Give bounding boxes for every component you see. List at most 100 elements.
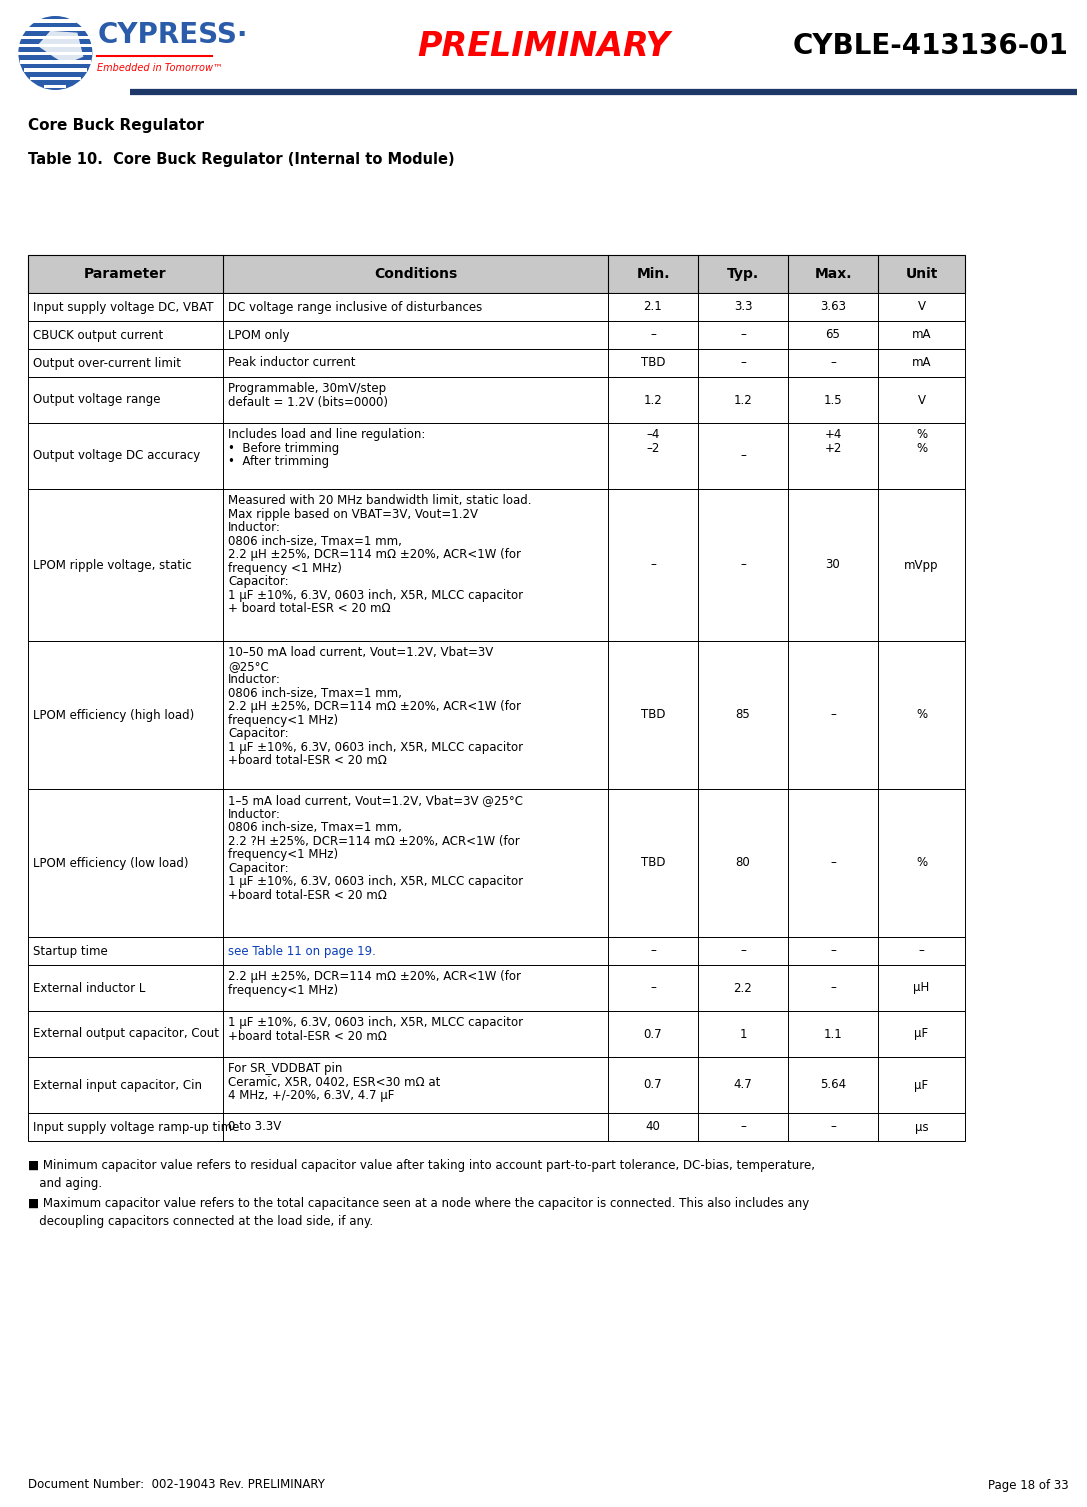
Text: 5.64: 5.64: [820, 1079, 846, 1091]
Text: –: –: [740, 449, 746, 463]
Text: Input supply voltage ramp-up time: Input supply voltage ramp-up time: [33, 1121, 239, 1133]
Bar: [28, 1011, 965, 1056]
Bar: [28, 790, 965, 937]
Text: Min.: Min.: [636, 267, 670, 280]
Text: 0.7: 0.7: [644, 1028, 662, 1040]
Text: 0806 inch-size, Tmax=1 mm,: 0806 inch-size, Tmax=1 mm,: [228, 535, 402, 547]
Bar: [26, 27, 85, 30]
Bar: [28, 350, 965, 377]
Text: Table 10.  Core Buck Regulator (Internal to Module): Table 10. Core Buck Regulator (Internal …: [28, 152, 454, 167]
Text: –: –: [830, 945, 836, 957]
Text: +board total-ESR < 20 mΩ: +board total-ESR < 20 mΩ: [228, 889, 387, 901]
Text: DC voltage range inclusive of disturbances: DC voltage range inclusive of disturbanc…: [228, 300, 483, 313]
Text: Input supply voltage DC, VBAT: Input supply voltage DC, VBAT: [33, 300, 213, 313]
Text: 0806 inch-size, Tmax=1 mm,: 0806 inch-size, Tmax=1 mm,: [228, 821, 402, 835]
Text: Output voltage range: Output voltage range: [33, 393, 161, 407]
Text: μF: μF: [914, 1028, 928, 1040]
Text: %: %: [916, 708, 927, 722]
Text: 2.2: 2.2: [734, 981, 752, 995]
Text: V: V: [917, 300, 925, 313]
Text: LPOM efficiency (high load): LPOM efficiency (high load): [33, 708, 195, 722]
Text: frequency <1 MHz): frequency <1 MHz): [228, 562, 342, 574]
Text: Startup time: Startup time: [33, 945, 108, 957]
Text: For SR_VDDBAT pin: For SR_VDDBAT pin: [228, 1062, 342, 1076]
Text: +board total-ESR < 20 mΩ: +board total-ESR < 20 mΩ: [228, 1029, 387, 1043]
Bar: [45, 84, 66, 89]
Text: Capacitor:: Capacitor:: [228, 576, 289, 588]
Bar: [28, 292, 965, 321]
Text: –: –: [650, 981, 655, 995]
Text: frequency<1 MHz): frequency<1 MHz): [228, 848, 338, 860]
Text: –: –: [830, 981, 836, 995]
Text: Typ.: Typ.: [727, 267, 759, 280]
Text: 1.5: 1.5: [824, 393, 842, 407]
Text: LPOM efficiency (low load): LPOM efficiency (low load): [33, 856, 188, 870]
Text: 2.2 ?H ±25%, DCR=114 mΩ ±20%, ACR<1W (for: 2.2 ?H ±25%, DCR=114 mΩ ±20%, ACR<1W (fo…: [228, 835, 520, 848]
Text: 2.2 μH ±25%, DCR=114 mΩ ±20%, ACR<1W (for: 2.2 μH ±25%, DCR=114 mΩ ±20%, ACR<1W (fo…: [228, 971, 521, 983]
Text: Programmable, 30mV/step: Programmable, 30mV/step: [228, 383, 386, 395]
Text: 80: 80: [736, 856, 750, 870]
Text: mVpp: mVpp: [904, 559, 939, 571]
Text: +4: +4: [824, 428, 841, 442]
Text: •  Before trimming: • Before trimming: [228, 442, 339, 455]
Bar: [18, 44, 92, 47]
Text: +2: +2: [824, 442, 841, 455]
Text: Unit: Unit: [905, 267, 938, 280]
Bar: [28, 1114, 965, 1141]
Text: + board total-ESR < 20 mΩ: + board total-ESR < 20 mΩ: [228, 603, 390, 615]
Text: PRELIMINARY: PRELIMINARY: [417, 30, 670, 62]
Text: Capacitor:: Capacitor:: [228, 862, 289, 874]
Text: –: –: [740, 1121, 746, 1133]
Text: LPOM only: LPOM only: [228, 329, 289, 342]
Text: –: –: [919, 945, 924, 957]
Text: see Table 11 on page 19.: see Table 11 on page 19.: [228, 945, 376, 957]
Bar: [20, 60, 91, 63]
Text: –: –: [830, 1121, 836, 1133]
Text: –: –: [830, 708, 836, 722]
Text: Inductor:: Inductor:: [228, 808, 280, 821]
Text: TBD: TBD: [640, 357, 665, 369]
Text: 1 μF ±10%, 6.3V, 0603 inch, X5R, MLCC capacitor: 1 μF ±10%, 6.3V, 0603 inch, X5R, MLCC ca…: [228, 589, 523, 601]
Text: 1 μF ±10%, 6.3V, 0603 inch, X5R, MLCC capacitor: 1 μF ±10%, 6.3V, 0603 inch, X5R, MLCC ca…: [228, 1016, 523, 1029]
Text: 1 μF ±10%, 6.3V, 0603 inch, X5R, MLCC capacitor: 1 μF ±10%, 6.3V, 0603 inch, X5R, MLCC ca…: [228, 876, 523, 888]
Text: 2.2 μH ±25%, DCR=114 mΩ ±20%, ACR<1W (for: 2.2 μH ±25%, DCR=114 mΩ ±20%, ACR<1W (fo…: [228, 701, 521, 713]
Text: –: –: [830, 856, 836, 870]
Text: Page 18 of 33: Page 18 of 33: [988, 1478, 1069, 1492]
Bar: [21, 36, 89, 39]
Text: 3.3: 3.3: [734, 300, 752, 313]
Text: Conditions: Conditions: [374, 267, 458, 280]
Text: –: –: [740, 559, 746, 571]
Text: @25°C: @25°C: [228, 660, 268, 672]
Text: –: –: [830, 357, 836, 369]
Text: 1: 1: [739, 1028, 747, 1040]
Bar: [28, 321, 965, 350]
Text: 40: 40: [646, 1121, 661, 1133]
Text: –: –: [650, 945, 655, 957]
Text: External inductor L: External inductor L: [33, 981, 146, 995]
Text: 1.2: 1.2: [644, 393, 662, 407]
Text: Measured with 20 MHz bandwidth limit, static load.: Measured with 20 MHz bandwidth limit, st…: [228, 494, 532, 508]
Text: Output over-current limit: Output over-current limit: [33, 357, 182, 369]
Bar: [28, 1056, 965, 1114]
Text: Max.: Max.: [814, 267, 852, 280]
Text: frequency<1 MHz): frequency<1 MHz): [228, 984, 338, 996]
Text: %: %: [916, 856, 927, 870]
Text: default = 1.2V (bits=0000): default = 1.2V (bits=0000): [228, 396, 388, 408]
Text: •  After trimming: • After trimming: [228, 455, 329, 469]
Bar: [28, 377, 965, 423]
Text: Inductor:: Inductor:: [228, 521, 280, 535]
Text: 10–50 mA load current, Vout=1.2V, Vbat=3V: 10–50 mA load current, Vout=1.2V, Vbat=3…: [228, 647, 493, 659]
Text: Ceramic, X5R, 0402, ESR<30 mΩ at: Ceramic, X5R, 0402, ESR<30 mΩ at: [228, 1076, 440, 1088]
Text: 65: 65: [825, 329, 840, 342]
Text: 1.2: 1.2: [734, 393, 752, 407]
Bar: [18, 51, 92, 56]
Text: CYBLE-413136-01: CYBLE-413136-01: [794, 32, 1069, 60]
Bar: [28, 488, 965, 640]
Bar: [28, 964, 965, 1011]
Bar: [35, 20, 76, 23]
Text: 2.2 μH ±25%, DCR=114 mΩ ±20%, ACR<1W (for: 2.2 μH ±25%, DCR=114 mΩ ±20%, ACR<1W (fo…: [228, 549, 521, 561]
Text: TBD: TBD: [640, 856, 665, 870]
Text: +board total-ESR < 20 mΩ: +board total-ESR < 20 mΩ: [228, 754, 387, 767]
Text: –: –: [740, 357, 746, 369]
Text: LPOM ripple voltage, static: LPOM ripple voltage, static: [33, 559, 191, 571]
